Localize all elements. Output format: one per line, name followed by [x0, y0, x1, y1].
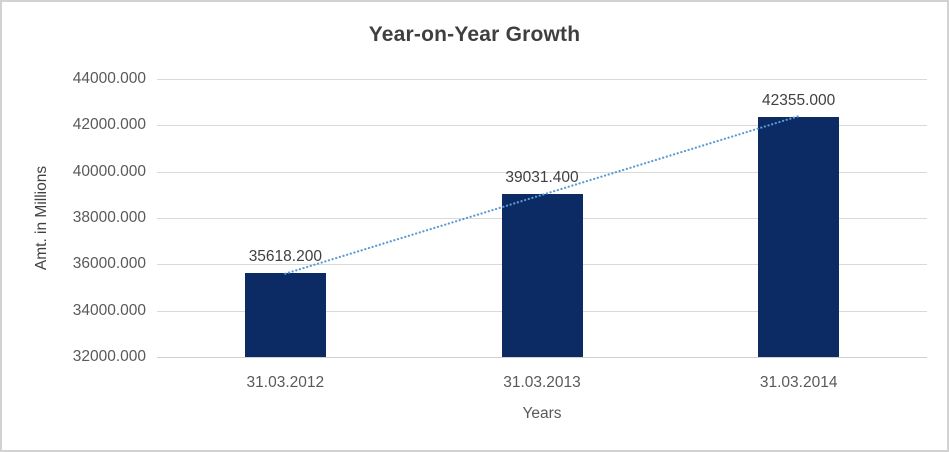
y-tick-label: 32000.000 — [72, 348, 146, 365]
bar-data-label: 35618.200 — [248, 248, 322, 266]
gridline — [157, 357, 927, 358]
bar — [244, 273, 326, 357]
y-tick-label: 42000.000 — [72, 116, 146, 134]
bar — [501, 194, 583, 357]
y-tick-label: 44000.000 — [72, 70, 146, 87]
x-tick-label: 31.03.2013 — [503, 374, 581, 391]
x-tick-label: 31.03.2012 — [246, 374, 325, 391]
gridline — [157, 79, 927, 80]
x-axis-title: Years — [522, 405, 562, 422]
bar-data-label: 42355.000 — [762, 92, 836, 110]
y-tick-label: 38000.000 — [72, 209, 146, 226]
chart-title: Year-on-Year Growth — [368, 23, 581, 46]
x-tick-label: 31.03.2014 — [759, 374, 838, 391]
bar-data-label: 39031.400 — [505, 169, 579, 187]
y-tick-label: 40000.000 — [72, 162, 146, 180]
y-tick-label: 36000.000 — [72, 255, 146, 273]
y-tick-label: 34000.000 — [72, 301, 146, 319]
bar — [758, 117, 840, 357]
